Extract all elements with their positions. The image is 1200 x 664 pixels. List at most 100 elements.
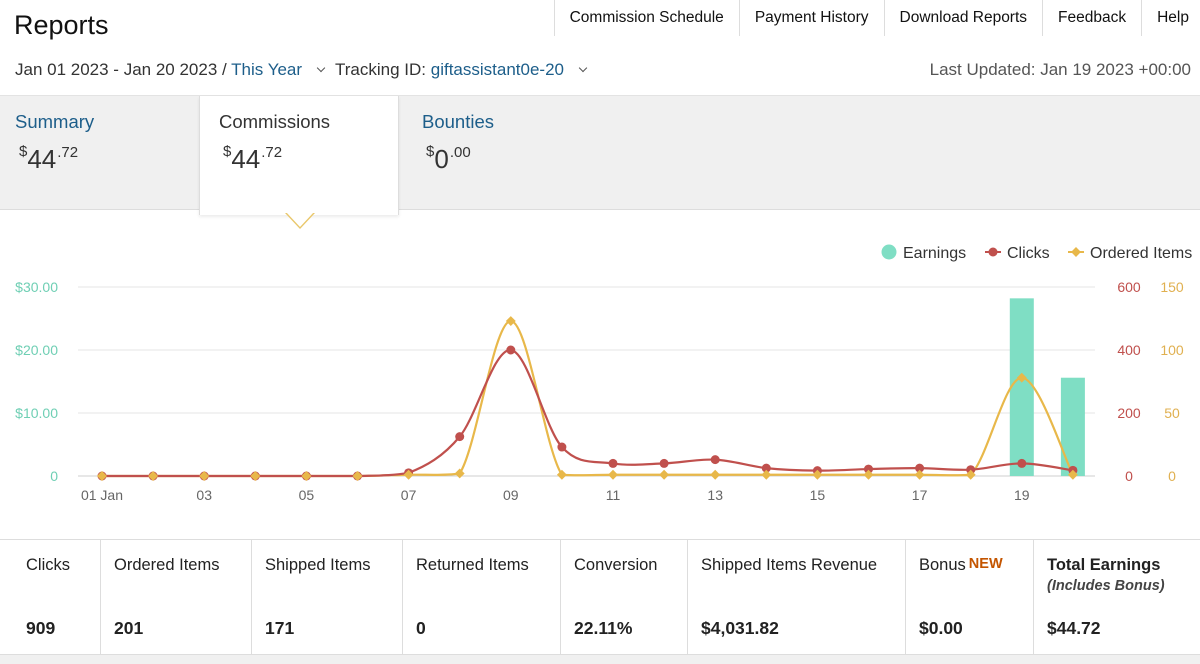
x-tick-label: 09	[503, 487, 519, 503]
report-tabs: Summary $44.72 Commissions $44.72 Bounti…	[0, 95, 1200, 215]
period-link[interactable]: This Year	[231, 60, 303, 79]
legend-ordered-items-label: Ordered Items	[1090, 245, 1192, 262]
tab-amount: $44.72	[219, 143, 398, 175]
legend-earnings-label: Earnings	[903, 245, 966, 262]
ordered-items-point	[505, 316, 516, 326]
amount-cents: .72	[261, 144, 283, 161]
ordered-items-point	[250, 471, 261, 481]
stat-bonus: Bonus NEW $0.00	[905, 540, 1033, 654]
x-tick-label: 01 Jan	[81, 487, 123, 503]
date-range-selector[interactable]: Jan 01 2023 - Jan 20 2023 / This Year	[15, 60, 326, 80]
tab-label: Summary	[15, 111, 95, 132]
legend-clicks-marker	[988, 247, 998, 257]
tab-amount: $44.72	[15, 143, 200, 175]
ordered-items-line	[102, 319, 1074, 478]
tab-label: Bounties	[422, 111, 494, 132]
x-tick-label: 13	[707, 487, 723, 503]
stat-shipped-items: Shipped Items 171	[251, 540, 402, 654]
clicks-point	[659, 458, 669, 468]
date-range-separator: /	[222, 60, 227, 79]
y-tick-label-ordered-items: 0	[1168, 468, 1176, 484]
legend-ordered-items-marker	[1071, 247, 1081, 257]
y-tick-label-clicks: 400	[1117, 342, 1141, 358]
stat-conversion: Conversion 22.11%	[560, 540, 687, 654]
y-tick-label-clicks: 200	[1117, 405, 1141, 421]
y-tick-label-clicks: 600	[1117, 279, 1141, 295]
stat-label: Shipped Items Revenue	[701, 556, 878, 574]
ordered-items-point	[199, 471, 210, 481]
ordered-items-point	[403, 469, 414, 480]
help-button[interactable]: Help	[1141, 0, 1200, 36]
date-range-text: Jan 01 2023 - Jan 20 2023	[15, 60, 218, 79]
commission-schedule-button[interactable]: Commission Schedule	[553, 0, 739, 36]
tracking-id-label: Tracking ID:	[335, 60, 427, 79]
clicks-point	[710, 455, 720, 465]
active-tab-pointer	[285, 212, 315, 229]
tab-bounties[interactable]: Bounties $0.00	[407, 96, 607, 211]
clicks-point	[557, 442, 567, 452]
clicks-point	[1017, 458, 1027, 468]
ordered-items-point	[710, 469, 721, 480]
amount-cents: .00	[449, 144, 471, 161]
ordered-items-point	[914, 469, 925, 480]
tab-summary[interactable]: Summary $44.72	[0, 96, 200, 211]
stat-label: Shipped Items	[265, 556, 371, 574]
x-tick-label: 05	[299, 487, 315, 503]
stat-shipped-items-revenue: Shipped Items Revenue $4,031.82	[687, 540, 905, 654]
x-tick-label: 17	[912, 487, 928, 503]
tab-label: Commissions	[219, 111, 331, 132]
chevron-down-icon[interactable]	[578, 63, 587, 73]
ordered-items-point	[556, 469, 567, 480]
amount-dollars: 0	[434, 144, 449, 174]
stat-value: 171	[265, 618, 295, 638]
stat-ordered-items: Ordered Items 201	[100, 540, 251, 654]
x-tick-label: 07	[401, 487, 417, 503]
earnings-chart: 0 0 0 $10.00 200 50 $20.00 400 100 $30.00 600 150 01…	[15, 244, 1192, 503]
currency-symbol: $	[223, 143, 232, 160]
stat-clicks: Clicks 909	[0, 540, 100, 654]
ordered-items-point	[454, 468, 465, 479]
y-tick-label-ordered-items: 100	[1160, 342, 1184, 358]
download-reports-button[interactable]: Download Reports	[883, 0, 1043, 36]
stat-label: Ordered Items	[114, 556, 220, 574]
y-tick-label-earnings: $20.00	[15, 342, 58, 358]
feedback-button[interactable]: Feedback	[1042, 0, 1142, 36]
ordered-items-point	[352, 471, 363, 481]
ordered-items-point	[965, 469, 976, 480]
stat-label: Clicks	[26, 556, 70, 574]
clicks-point	[761, 463, 771, 473]
clicks-point	[506, 345, 516, 355]
clicks-point	[455, 432, 465, 442]
bottom-strip	[0, 655, 1200, 664]
stat-value: $0.00	[919, 618, 963, 638]
x-tick-label: 11	[606, 487, 621, 503]
currency-symbol: $	[426, 143, 435, 160]
page-title: Reports	[14, 10, 109, 40]
amount-dollars: 44	[27, 144, 57, 174]
clicks-point	[864, 464, 873, 474]
ordered-items-point	[608, 469, 618, 480]
ordered-items-point	[97, 471, 107, 481]
tracking-id-selector[interactable]: Tracking ID: giftassistant0e-20	[335, 60, 587, 80]
stat-value: $44.72	[1047, 618, 1101, 638]
amount-cents: .72	[57, 144, 79, 161]
clicks-point	[915, 463, 925, 473]
stat-value: 201	[114, 618, 144, 638]
currency-symbol: $	[19, 143, 28, 160]
tab-commissions[interactable]: Commissions $44.72	[199, 96, 399, 215]
ordered-items-point	[863, 469, 874, 480]
y-tick-label-earnings: $30.00	[15, 279, 58, 295]
stat-label: Bonus	[919, 556, 966, 574]
amount-dollars: 44	[231, 144, 261, 174]
x-tick-label: 03	[196, 487, 212, 503]
stat-total-earnings: Total Earnings (Includes Bonus) $44.72	[1033, 540, 1200, 654]
y-tick-label-ordered-items: 50	[1164, 405, 1180, 421]
stat-label: Conversion	[574, 556, 658, 574]
y-tick-label-earnings: $10.00	[15, 405, 58, 421]
x-tick-label: 19	[1014, 487, 1030, 503]
stat-value: 22.11%	[574, 618, 633, 638]
legend-clicks-label: Clicks	[1007, 245, 1050, 262]
tracking-id-value[interactable]: giftassistant0e-20	[430, 60, 564, 79]
payment-history-button[interactable]: Payment History	[738, 0, 884, 36]
chevron-down-icon[interactable]	[316, 63, 326, 73]
